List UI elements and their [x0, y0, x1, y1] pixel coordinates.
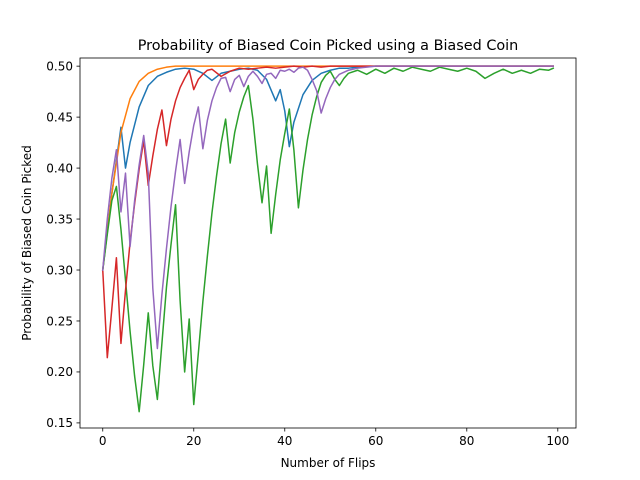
x-axis-label: Number of Flips — [281, 456, 376, 470]
y-tick-label: 0.30 — [46, 263, 73, 277]
series-line-3 — [101, 66, 555, 413]
y-tick-label: 0.50 — [46, 59, 73, 73]
series-layer — [101, 65, 555, 413]
y-tick-label: 0.40 — [46, 161, 73, 175]
x-tick-label: 100 — [546, 434, 569, 448]
y-axis-label: Probability of Biased Coin Picked — [20, 145, 34, 341]
y-axis: 0.15 0.20 0.25 0.30 0.35 0.40 0.45 0.50 — [46, 59, 80, 430]
series-line-1 — [101, 65, 554, 271]
chart-title: Probability of Biased Coin Picked using … — [138, 38, 519, 54]
series-line-5 — [101, 65, 554, 350]
plot-frame — [79, 57, 577, 429]
y-tick-label: 0.15 — [46, 416, 73, 430]
x-tick-label: 40 — [277, 434, 292, 448]
y-tick-label: 0.25 — [46, 314, 73, 328]
y-tick-label: 0.20 — [46, 365, 73, 379]
y-tick-label: 0.35 — [46, 212, 73, 226]
x-tick-label: 80 — [459, 434, 474, 448]
x-tick-label: 20 — [186, 434, 201, 448]
y-tick-label: 0.45 — [46, 110, 73, 124]
x-axis: 0 20 40 60 80 100 — [99, 428, 569, 448]
x-tick-label: 60 — [368, 434, 383, 448]
x-tick-label: 0 — [99, 434, 107, 448]
